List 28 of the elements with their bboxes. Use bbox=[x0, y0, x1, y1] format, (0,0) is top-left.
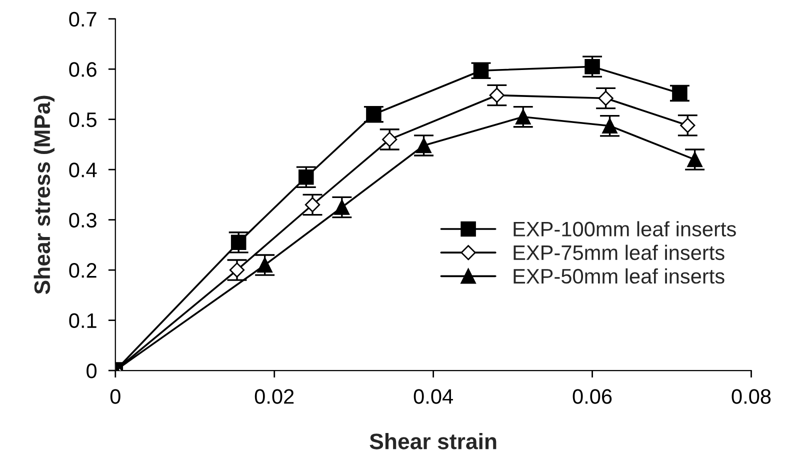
x-tick-label: 0.06 bbox=[572, 389, 612, 404]
point bbox=[672, 86, 688, 101]
y-tick-label: 0.3 bbox=[69, 212, 96, 228]
point bbox=[489, 88, 504, 103]
y-tick-label: 0.1 bbox=[69, 313, 96, 328]
x-tick-label: 0.04 bbox=[414, 389, 453, 404]
y-tick-label: 0 bbox=[86, 364, 97, 378]
legend-label: EXP-50mm leaf inserts bbox=[514, 268, 724, 284]
point bbox=[366, 106, 382, 122]
y-tick-label: 0.2 bbox=[69, 263, 96, 278]
y-tick-label: 0.4 bbox=[69, 162, 97, 178]
y-tick-label: 0.6 bbox=[69, 62, 96, 77]
point bbox=[334, 200, 350, 215]
legend-label: EXP-75mm leaf inserts bbox=[514, 244, 724, 260]
y-tick-label: 0.7 bbox=[69, 12, 96, 27]
x-axis-title: Shear strain bbox=[370, 432, 496, 450]
point bbox=[304, 197, 320, 212]
x-tick-label: 0.08 bbox=[732, 389, 771, 404]
point bbox=[680, 118, 696, 133]
x-tick-label: 0 bbox=[110, 389, 120, 404]
legend-label: EXP-100mm leaf inserts bbox=[514, 221, 736, 236]
point bbox=[515, 109, 531, 124]
y-tick-label: 0.5 bbox=[69, 112, 96, 128]
point bbox=[602, 118, 618, 134]
point bbox=[598, 90, 614, 106]
x-tick-label: 0.02 bbox=[254, 389, 294, 404]
y-axis-title: Shear stress (MPa) bbox=[34, 96, 54, 294]
point bbox=[473, 62, 489, 78]
